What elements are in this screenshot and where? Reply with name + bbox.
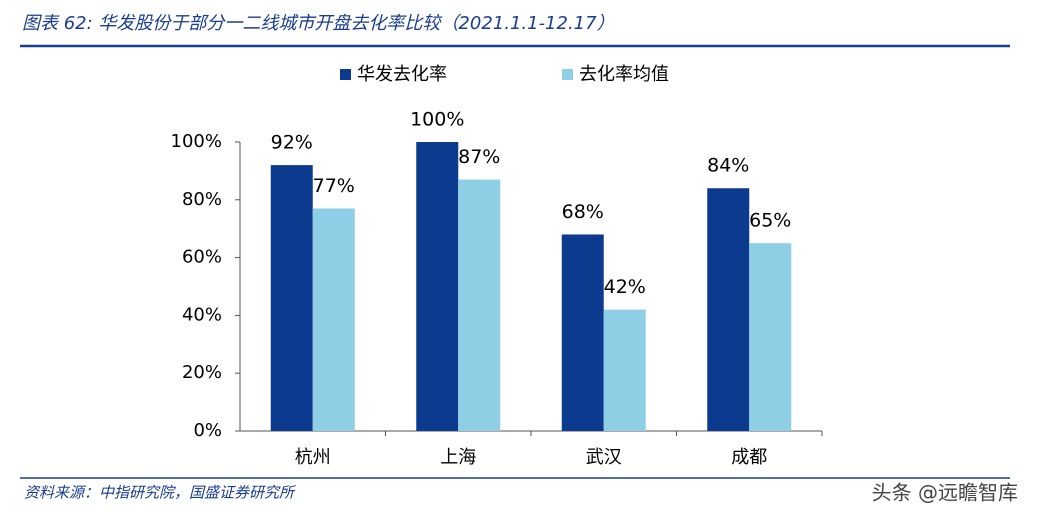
x-tick-label: 杭州: [295, 447, 331, 468]
bar: [458, 179, 501, 431]
y-tick-label: 40%: [182, 304, 222, 325]
value-label: 92%: [271, 132, 313, 154]
legend-swatch: [562, 69, 573, 80]
value-label: 68%: [562, 201, 604, 223]
x-tick-label: 武汉: [586, 447, 622, 468]
value-label: 87%: [458, 146, 500, 168]
chart-title: 图表 62: 华发股份于部分一二线城市开盘去化率比较（2021.1.1-12.1…: [22, 13, 615, 34]
y-tick-label: 100%: [171, 131, 222, 152]
source: 资料来源：中指研究院，国盛证券研究所: [24, 484, 296, 502]
watermark: 头条 @远瞻智库: [872, 481, 1018, 505]
legend-swatch: [340, 69, 351, 80]
value-label: 84%: [707, 155, 749, 177]
value-label: 42%: [604, 276, 646, 298]
legend-label: 去化率均值: [579, 64, 669, 85]
bar: [603, 309, 646, 431]
legend-label: 华发去化率: [357, 64, 447, 85]
y-tick-label: 20%: [182, 362, 222, 383]
value-label: 65%: [749, 210, 791, 232]
y-tick-label: 80%: [182, 189, 222, 210]
y-tick-label: 60%: [182, 247, 222, 268]
value-label: 77%: [313, 175, 355, 197]
value-label: 100%: [410, 109, 464, 131]
x-tick-label: 上海: [440, 447, 476, 468]
bar: [312, 208, 355, 431]
bar: [707, 188, 750, 431]
bar: [561, 234, 604, 431]
bar: [416, 142, 459, 431]
x-tick-label: 成都: [731, 447, 767, 468]
bar: [270, 165, 313, 431]
y-tick-label: 0%: [193, 420, 222, 441]
bar: [749, 243, 792, 431]
